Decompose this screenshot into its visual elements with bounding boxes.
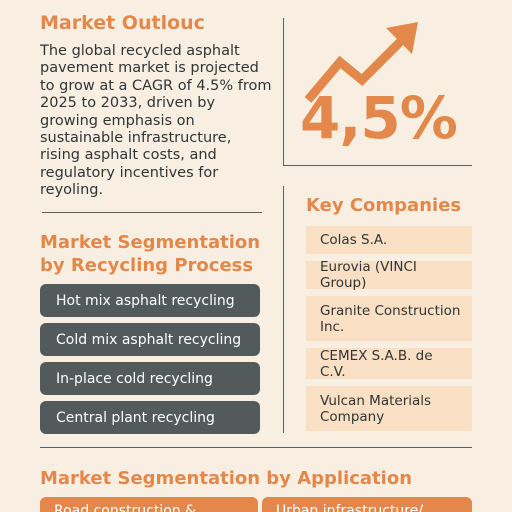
process-title: Market Segmentation by Recycling Process (40, 232, 261, 276)
trending-up-arrow-icon (304, 22, 418, 103)
process-item-in-place-cold[interactable]: In-place cold recycling (40, 362, 260, 395)
divider-vertical-bottom (283, 186, 284, 433)
company-item: CEMEX S.A.B. de C.V. (306, 348, 472, 380)
application-item-road[interactable]: Road construction & ... (40, 497, 258, 512)
divider-vertical-top (283, 18, 284, 165)
application-title: Market Segmentation by Application (40, 468, 413, 489)
company-item: Eurovia (VINCI Group) (306, 259, 472, 291)
outlook-body: The global recycled asphalt pavement mar… (40, 43, 272, 199)
process-item-cold-mix[interactable]: Cold mix asphalt recycling (40, 323, 260, 356)
company-item: Granite Construction Inc. (306, 296, 472, 341)
divider-horizontal-left (42, 212, 262, 213)
process-item-central-plant[interactable]: Central plant recycling (40, 401, 260, 434)
company-item: Colas S.A. (306, 226, 472, 254)
cagr-value: 4,5% (300, 84, 458, 152)
application-item-urban[interactable]: Urban infrastructure/... (262, 497, 472, 512)
divider-horizontal-bottom (40, 447, 472, 448)
divider-horizontal-stat (283, 165, 472, 166)
process-item-hot-mix[interactable]: Hot mix asphalt recycling (40, 284, 260, 317)
company-item: Vulcan Materials Company (306, 386, 472, 431)
outlook-title: Market Outlouc (40, 12, 205, 34)
companies-title: Key Companies (306, 195, 462, 216)
